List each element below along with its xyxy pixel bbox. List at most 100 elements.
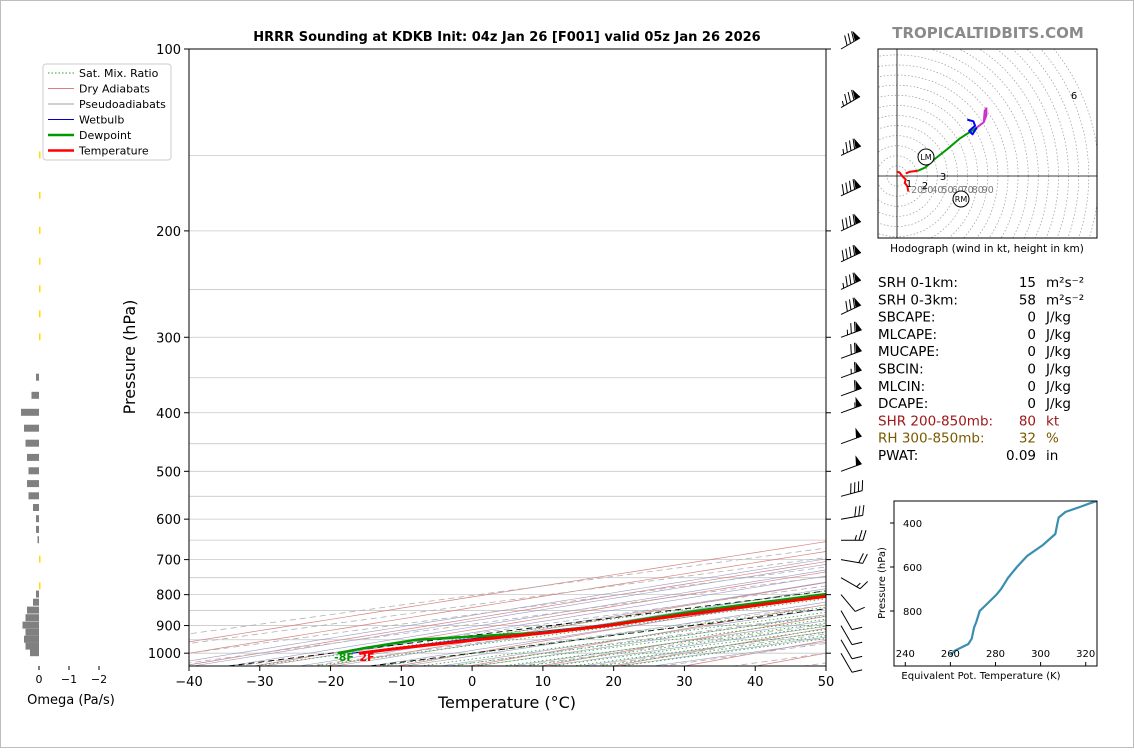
mixing-ratio-line xyxy=(474,449,1134,666)
stat-value: 32 xyxy=(1019,431,1036,447)
theta-e-frame xyxy=(894,501,1097,666)
omega-bar xyxy=(26,614,40,621)
surface-dewpoint-label: -8F xyxy=(334,651,354,664)
barb-full xyxy=(852,654,862,662)
pseudoadiabat-line xyxy=(264,49,1134,666)
stat-value: 0 xyxy=(1027,327,1036,343)
pseudoadiabat-dashed-line xyxy=(379,49,1134,666)
x-tick-label: −40 xyxy=(175,675,202,690)
legend-label: Sat. Mix. Ratio xyxy=(79,67,159,80)
theta-e-y-tick-label: 400 xyxy=(903,519,922,530)
y-tick-label: 600 xyxy=(156,513,181,528)
dry-adiabat-line xyxy=(1115,49,1134,666)
dry-adiabat-line xyxy=(756,49,1134,666)
omega-bar xyxy=(39,333,41,340)
stat-label: SRH 0-1km: xyxy=(878,275,958,291)
stat-unit: m²s⁻² xyxy=(1046,275,1084,291)
barb-half xyxy=(857,582,861,587)
omega-panel: 0−1−2 xyxy=(21,151,111,686)
skewt-profiles xyxy=(338,49,1134,653)
stat-unit: J/kg xyxy=(1045,396,1071,412)
wind-barb xyxy=(841,635,862,662)
y-tick-label: 800 xyxy=(156,589,181,604)
pseudoadiabat-line xyxy=(229,49,1134,666)
barb-full xyxy=(859,553,864,563)
barb-full xyxy=(847,247,854,257)
wind-barbs xyxy=(836,29,868,675)
stat-label: SBCAPE: xyxy=(878,310,935,326)
dry-adiabat-line xyxy=(828,49,1134,666)
stat-unit: J/kg xyxy=(1045,344,1071,360)
barb-full xyxy=(847,140,854,150)
omega-bar xyxy=(39,192,41,199)
wind-barb xyxy=(837,243,861,261)
pseudoadiabat-line xyxy=(158,49,1134,666)
theta-e-x-tick-label: 260 xyxy=(941,649,960,660)
wind-barb xyxy=(841,530,866,540)
y-tick-label: 400 xyxy=(156,407,181,422)
wind-barb xyxy=(841,588,865,614)
wind-barb xyxy=(838,454,862,471)
omega-bar xyxy=(21,409,39,416)
stat-unit: J/kg xyxy=(1045,310,1071,326)
dry-adiabat-line xyxy=(254,49,1134,666)
barb-full xyxy=(848,483,853,493)
omega-tick-label: −1 xyxy=(61,673,77,686)
barb-pennant xyxy=(853,361,862,372)
x-tick-label: 0 xyxy=(468,675,476,690)
stat-value: 0 xyxy=(1027,362,1036,378)
barb-full xyxy=(860,480,865,490)
barb-pennant xyxy=(853,396,862,407)
omega-axis-label: Omega (Pa/s) xyxy=(27,693,115,708)
theta-e-x-tick-label: 280 xyxy=(986,649,1005,660)
wind-barb xyxy=(841,550,867,564)
wetbulb-profile xyxy=(352,49,1134,653)
dry-adiabat-line xyxy=(182,49,1134,666)
legend-label: Dewpoint xyxy=(79,129,132,142)
barb-full xyxy=(839,184,846,194)
stat-value: 0.09 xyxy=(1006,448,1036,464)
omega-bar xyxy=(39,582,41,589)
pseudoadiabat-line xyxy=(299,49,1134,666)
barb-full xyxy=(839,250,846,260)
stat-value: 58 xyxy=(1019,292,1036,308)
barb-full xyxy=(847,216,854,226)
omega-bar xyxy=(26,643,40,650)
dry-adiabat-line xyxy=(39,49,1134,666)
stat-unit: J/kg xyxy=(1045,362,1071,378)
omega-bar xyxy=(24,425,39,432)
y-tick-label: 200 xyxy=(156,225,181,240)
hodograph-trace xyxy=(977,108,987,127)
stat-unit: % xyxy=(1046,431,1059,447)
stat-label: SBCIN: xyxy=(878,362,924,378)
wind-barb xyxy=(841,569,868,590)
stat-unit: J/kg xyxy=(1045,379,1071,395)
pseudoadiabat-dashed-line xyxy=(167,49,1134,666)
barb-staff xyxy=(841,578,860,589)
stat-unit: m²s⁻² xyxy=(1046,292,1084,308)
pseudoadiabat-dashed-line xyxy=(25,49,1134,666)
mixing-ratio-line xyxy=(253,449,1134,666)
hodograph-frame xyxy=(878,49,1097,238)
omega-bar xyxy=(26,440,40,447)
barb-full xyxy=(847,299,854,309)
skewt-frame xyxy=(189,49,826,666)
x-axis-label: Temperature (°C) xyxy=(437,693,576,712)
wind-barb xyxy=(837,271,861,289)
barb-pennant xyxy=(853,454,862,465)
omega-bar xyxy=(24,636,39,643)
barb-full xyxy=(843,276,850,286)
hodograph-ring-label: 90 xyxy=(982,185,994,196)
stat-value: 0 xyxy=(1027,379,1036,395)
legend-label: Wetbulb xyxy=(79,114,124,127)
surface-temperature-label: 2F xyxy=(359,651,374,664)
x-tick-label: −20 xyxy=(317,675,344,690)
barb-full xyxy=(843,142,850,152)
legend-label: Pseudoadiabats xyxy=(79,98,166,111)
wind-barb xyxy=(838,361,862,378)
theta-e-x-tick-label: 240 xyxy=(896,649,915,660)
theta-e-line xyxy=(950,501,1097,655)
barb-full xyxy=(863,554,868,564)
omega-bar xyxy=(36,526,39,533)
